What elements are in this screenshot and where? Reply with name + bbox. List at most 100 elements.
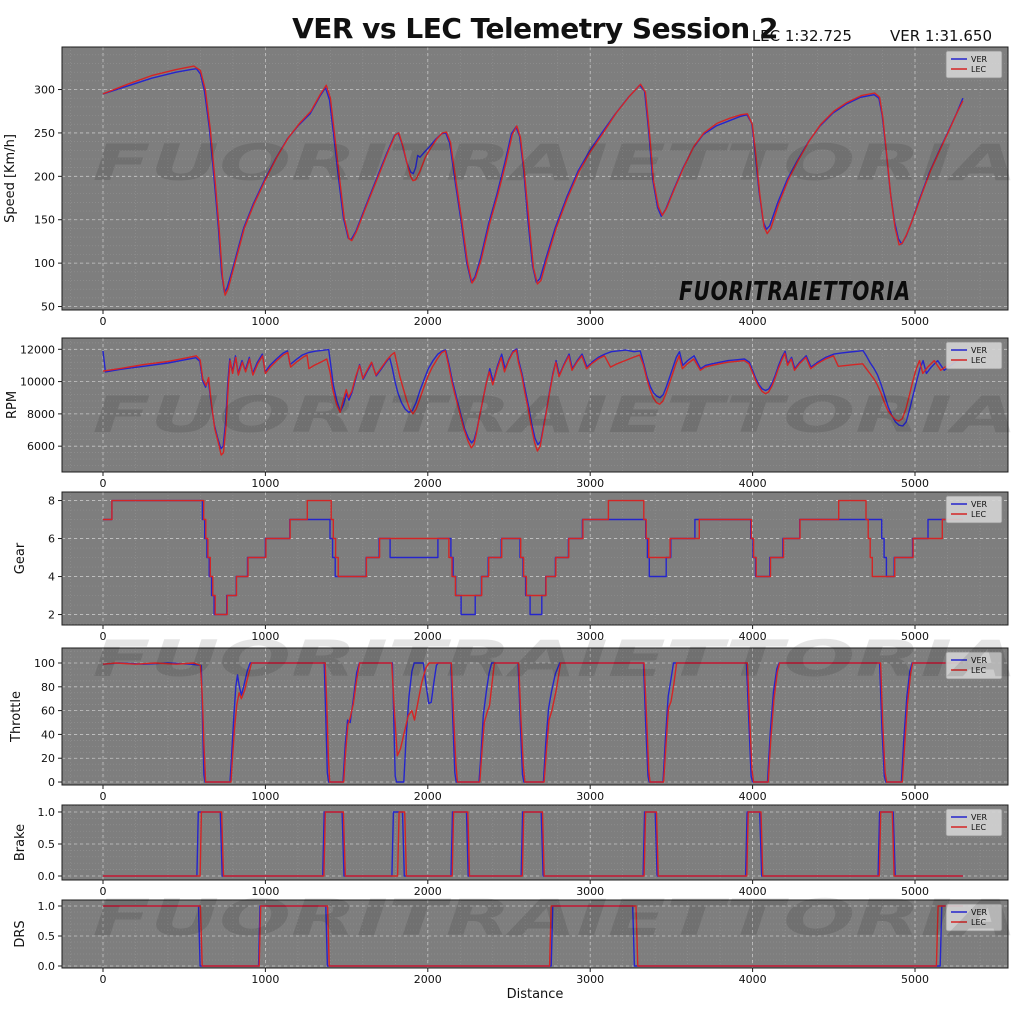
watermark-row-2: FUORITRAIETTORIA <box>93 386 1018 444</box>
x-tick-label: 0 <box>100 790 107 803</box>
x-tick-label: 4000 <box>739 315 767 328</box>
y-tick-label: 50 <box>41 301 55 314</box>
axes-spine <box>61 899 1009 969</box>
y-tick-label: 80 <box>41 681 55 694</box>
legend-label: VER <box>971 55 988 64</box>
x-tick-label: 3000 <box>576 973 604 986</box>
y-axis-ticks: 50 100 150 200 250 300 <box>34 84 62 314</box>
y-tick-label: 100 <box>34 257 55 270</box>
x-tick-label: 2000 <box>414 315 442 328</box>
watermark-row-3: FUORITRAIETTORIA <box>93 630 1018 688</box>
legend-label: LEC <box>971 356 987 365</box>
axes-spine <box>61 804 1009 881</box>
y-tick-label: 200 <box>34 170 55 183</box>
brand-watermark: FUORITRAIETTORIA <box>679 277 911 307</box>
series-ver-line <box>102 348 963 450</box>
y-tick-label: 300 <box>34 84 55 97</box>
x-axis-ticks: 0 1000 2000 3000 4000 5000 <box>100 880 929 898</box>
legend-box <box>945 651 1003 680</box>
plot-background <box>62 47 1008 310</box>
major-grid <box>62 47 1008 310</box>
x-tick-label: 2000 <box>414 973 442 986</box>
x-tick-label: 5000 <box>901 630 929 643</box>
legend-label: VER <box>971 813 988 822</box>
series-lec-line <box>102 662 963 783</box>
y-axis-ticks: 0 20 40 60 80 100 <box>34 657 62 789</box>
y-tick-label: 0 <box>48 776 55 789</box>
x-tick-label: 5000 <box>901 790 929 803</box>
legend-label: LEC <box>971 510 987 519</box>
legend-box <box>945 50 1003 79</box>
legend-label: LEC <box>971 918 987 927</box>
subplot-brake: 0.0 0.5 1.0 0 1000 2000 3000 4000 5000 Brake VERLE… <box>13 804 1009 898</box>
x-axis-label: Distance <box>506 987 564 1002</box>
y-tick-label: 6 <box>48 533 55 546</box>
legend-box <box>945 808 1003 837</box>
x-tick-label: 1000 <box>251 477 279 490</box>
y-axis-ticks: 2 4 6 8 <box>48 495 62 622</box>
legend-box <box>945 341 1003 370</box>
x-tick-label: 1000 <box>251 885 279 898</box>
x-tick-label: 1000 <box>251 790 279 803</box>
y-tick-label: 250 <box>34 127 55 140</box>
axes-spine <box>61 337 1009 473</box>
x-tick-label: 0 <box>100 973 107 986</box>
x-tick-label: 3000 <box>576 790 604 803</box>
y-tick-label: 40 <box>41 728 55 741</box>
x-axis-ticks: 0 1000 2000 3000 4000 5000 <box>100 472 929 490</box>
series-lec-line <box>102 65 964 296</box>
x-tick-label: 4000 <box>739 477 767 490</box>
y-axis-ticks: 0.0 0.5 1.0 <box>38 900 62 973</box>
x-axis-ticks: 0 1000 2000 3000 4000 5000 <box>100 968 929 986</box>
y-tick-label: 12000 <box>20 343 55 356</box>
series-lec-line <box>103 905 963 967</box>
x-tick-label: 4000 <box>739 630 767 643</box>
axes-spine <box>61 647 1009 786</box>
x-tick-label: 3000 <box>576 630 604 643</box>
x-tick-label: 3000 <box>576 477 604 490</box>
x-tick-label: 4000 <box>739 790 767 803</box>
x-tick-label: 0 <box>100 477 107 490</box>
y-tick-label: 0.5 <box>38 930 56 943</box>
x-axis-ticks: 0 1000 2000 3000 4000 5000 <box>100 785 929 803</box>
x-tick-label: 5000 <box>901 315 929 328</box>
legend-label: LEC <box>971 666 987 675</box>
series-ver-line <box>102 662 963 783</box>
legend-label: VER <box>971 656 988 665</box>
legend-label: VER <box>971 500 988 509</box>
lec-laptime-label: LEC 1:32.725 <box>751 27 852 45</box>
legend-label: VER <box>971 346 988 355</box>
x-tick-label: 0 <box>100 630 107 643</box>
y-tick-label: 4 <box>48 571 55 584</box>
y-tick-label: 8 <box>48 495 55 508</box>
x-tick-label: 5000 <box>901 885 929 898</box>
x-tick-label: 1000 <box>251 630 279 643</box>
ver-laptime-label: VER 1:31.650 <box>889 27 992 45</box>
x-tick-label: 4000 <box>739 973 767 986</box>
plot-background <box>62 805 1008 880</box>
legend-box <box>945 903 1003 932</box>
x-tick-label: 2000 <box>414 885 442 898</box>
y-axis-title: Brake <box>13 824 28 861</box>
plot-background <box>62 648 1008 785</box>
x-tick-label: 3000 <box>576 315 604 328</box>
watermark-layer: FUORITRAIETTORIA FUORITRAIETTORIA FUORIT… <box>93 134 1018 947</box>
y-axis-title: RPM <box>5 391 20 419</box>
x-tick-label: 1000 <box>251 315 279 328</box>
series-lec-line <box>103 811 963 877</box>
y-tick-label: 1.0 <box>38 806 56 819</box>
x-tick-label: 5000 <box>901 477 929 490</box>
watermark-row-1: FUORITRAIETTORIA <box>93 134 1018 192</box>
y-tick-label: 20 <box>41 752 55 765</box>
y-tick-label: 8000 <box>27 408 55 421</box>
x-axis-ticks: 0 1000 2000 3000 4000 5000 <box>100 310 929 328</box>
plot-background <box>62 900 1008 968</box>
